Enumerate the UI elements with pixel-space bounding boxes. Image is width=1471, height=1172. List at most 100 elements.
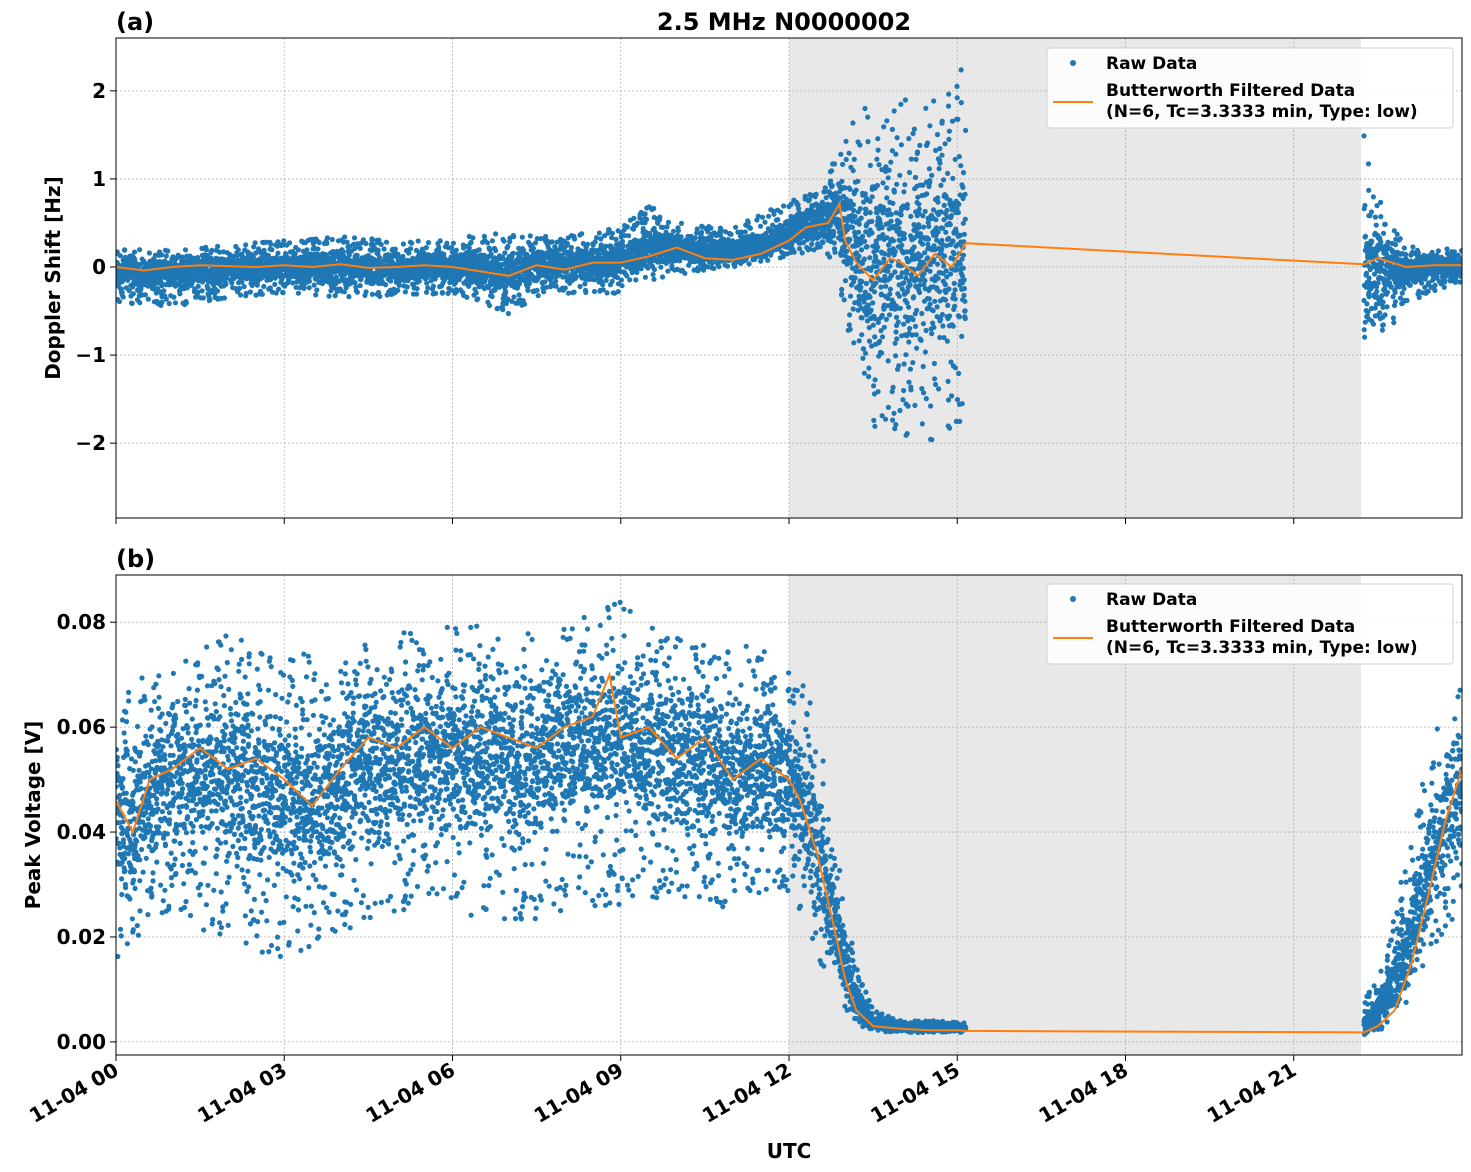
- raw-data-point: [195, 289, 201, 295]
- raw-data-point: [724, 263, 731, 269]
- raw-data-point: [519, 234, 525, 240]
- raw-data-point: [295, 290, 301, 296]
- raw-data-point: [273, 290, 279, 296]
- raw-data-point: [530, 245, 537, 251]
- raw-data-point: [395, 287, 401, 293]
- raw-data-point: [631, 215, 637, 221]
- raw-data-point: [619, 283, 625, 289]
- raw-data-point: [534, 287, 540, 293]
- raw-data-point: [295, 247, 301, 253]
- raw-data-point: [600, 282, 606, 288]
- raw-data-point: [265, 252, 271, 258]
- raw-data-point: [247, 289, 253, 295]
- raw-data-point: [642, 211, 648, 217]
- raw-data-point: [313, 292, 319, 298]
- raw-data-point: [759, 214, 766, 220]
- raw-data-point: [757, 223, 764, 229]
- raw-data-point: [582, 281, 588, 287]
- raw-data-point: [306, 285, 312, 291]
- raw-data-point: [166, 300, 172, 307]
- raw-data-point: [409, 240, 415, 246]
- raw-data-point: [424, 280, 430, 286]
- raw-data-point: [195, 283, 201, 289]
- raw-data-point: [678, 220, 685, 226]
- raw-data-point: [571, 289, 577, 295]
- raw-data-point: [261, 283, 267, 290]
- raw-data-point: [130, 291, 136, 297]
- raw-data-point: [609, 278, 615, 284]
- raw-data-point: [733, 224, 739, 230]
- raw-data-point: [476, 247, 482, 253]
- raw-data-point: [235, 247, 241, 253]
- panel-label-a: (a): [116, 8, 154, 36]
- raw-data-point: [437, 238, 443, 244]
- raw-data-point: [209, 247, 215, 253]
- raw-data-point: [675, 228, 682, 234]
- raw-data-point: [526, 280, 533, 286]
- raw-data-point: [165, 248, 171, 254]
- raw-data-point: [357, 283, 363, 289]
- raw-data-point: [239, 279, 245, 285]
- raw-data-point: [573, 274, 579, 280]
- raw-data-point: [807, 246, 813, 252]
- raw-data-point: [306, 278, 312, 284]
- raw-data-point: [643, 216, 650, 222]
- raw-data-point: [363, 240, 369, 247]
- raw-data-point: [486, 302, 493, 309]
- raw-data-point: [280, 289, 286, 295]
- raw-data-point: [577, 283, 583, 290]
- raw-data-point: [778, 209, 784, 215]
- raw-data-point: [229, 280, 235, 286]
- raw-data-point: [549, 239, 555, 245]
- raw-data-point: [692, 235, 698, 241]
- raw-data-point: [619, 238, 626, 245]
- raw-data-point: [315, 246, 321, 252]
- raw-data-point: [441, 251, 447, 257]
- raw-data-point: [243, 242, 249, 248]
- raw-data-point: [145, 296, 151, 302]
- raw-data-point: [521, 301, 528, 307]
- raw-data-point: [369, 291, 375, 297]
- grid-a: [116, 38, 1462, 518]
- raw-data-point: [642, 274, 649, 280]
- raw-data-point: [354, 252, 360, 259]
- raw-data-point: [316, 239, 322, 246]
- raw-data-point: [645, 265, 651, 271]
- raw-data-point: [404, 284, 410, 290]
- raw-data-point: [407, 246, 414, 252]
- raw-data-point: [694, 226, 700, 232]
- raw-data-point: [813, 191, 819, 197]
- raw-data-point: [468, 239, 474, 245]
- raw-data-point: [553, 278, 559, 284]
- raw-data-point: [122, 247, 128, 253]
- raw-data-point: [120, 294, 126, 300]
- raw-data-point: [444, 240, 450, 246]
- raw-data-point: [116, 298, 122, 305]
- raw-data-point: [543, 233, 549, 240]
- raw-data-point: [383, 239, 390, 245]
- raw-data-point: [762, 219, 768, 225]
- raw-data-point: [450, 240, 456, 246]
- raw-data-point: [495, 305, 501, 311]
- raw-data-point: [116, 249, 120, 255]
- raw-data-point: [579, 231, 585, 237]
- raw-data-point: [214, 288, 220, 294]
- raw-data-points-a: [116, 67, 1462, 443]
- raw-data-point: [664, 224, 670, 230]
- raw-data-point: [571, 236, 578, 242]
- raw-data-point: [126, 288, 132, 294]
- raw-data-point: [603, 277, 609, 283]
- raw-data-point: [584, 241, 591, 247]
- raw-data-point: [250, 254, 256, 260]
- raw-data-point: [272, 281, 278, 287]
- raw-data-point: [682, 270, 688, 276]
- raw-data-point: [324, 240, 330, 246]
- raw-data-point: [268, 241, 274, 247]
- raw-data-point: [436, 244, 442, 250]
- raw-data-point: [329, 236, 335, 243]
- raw-data-point: [425, 285, 431, 291]
- raw-data-point: [142, 292, 148, 298]
- raw-data-point: [392, 246, 398, 252]
- raw-data-point: [728, 231, 734, 237]
- raw-data-point: [123, 255, 129, 261]
